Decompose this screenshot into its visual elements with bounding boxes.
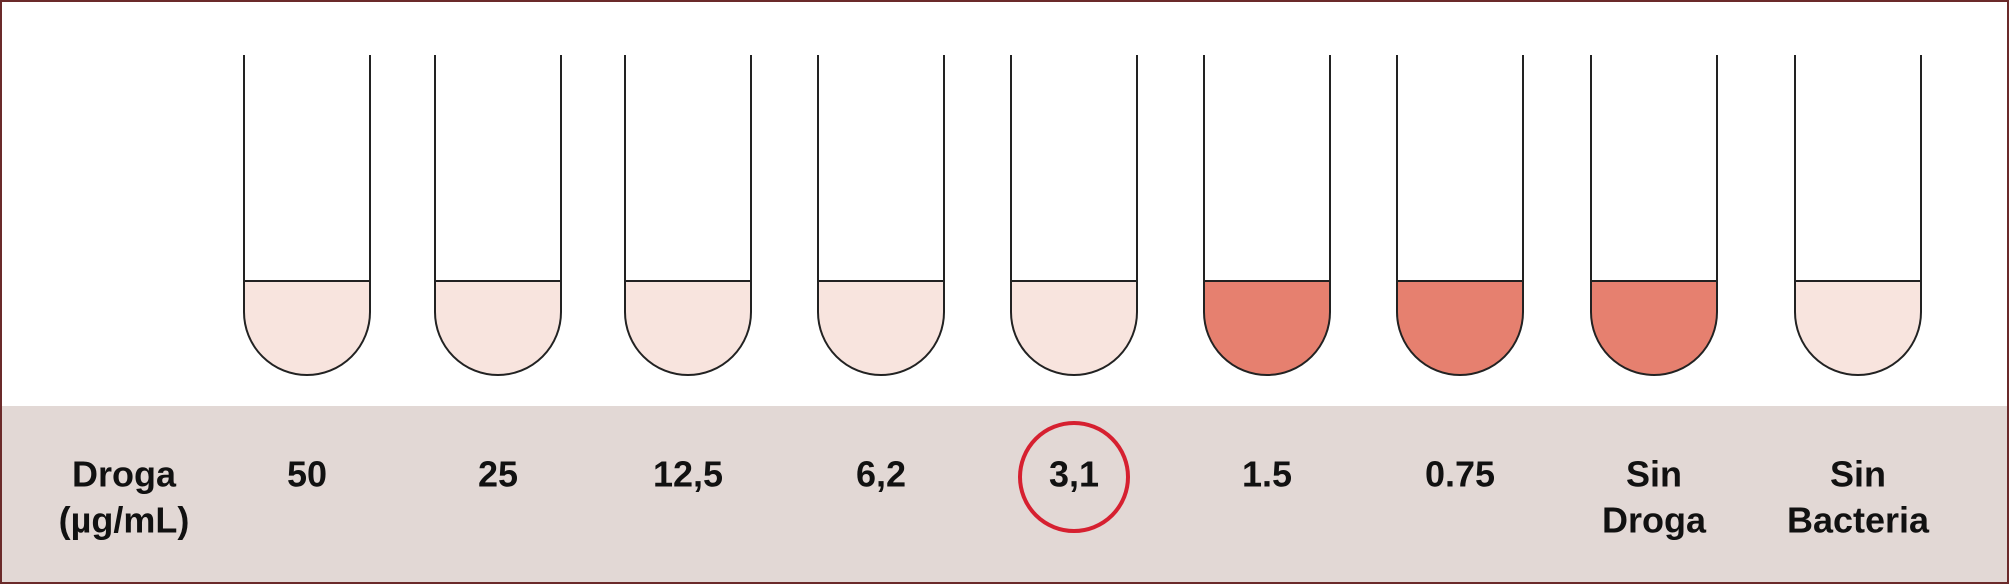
tube-label: Sin [1626, 454, 1682, 495]
tube-label: 50 [287, 454, 327, 495]
tube-label: 0.75 [1425, 454, 1495, 495]
tube [1203, 55, 1331, 376]
tube [1794, 55, 1922, 376]
tube-liquid [435, 281, 561, 375]
tube-label: 25 [478, 454, 518, 495]
tube [817, 55, 945, 376]
tube [434, 55, 562, 376]
tube [624, 55, 752, 376]
tube [1010, 55, 1138, 376]
tube-liquid [1011, 281, 1137, 375]
row-label: Droga [72, 454, 177, 495]
tube-label: 12,5 [653, 454, 723, 495]
tube-liquid [1591, 281, 1717, 375]
tube [1590, 55, 1718, 376]
tube [1396, 55, 1524, 376]
highlight-circle [1018, 421, 1130, 533]
tube-label: Bacteria [1787, 500, 1930, 541]
tube-liquid [1795, 281, 1921, 375]
tube-label: Sin [1830, 454, 1886, 495]
row-label: (µg/mL) [59, 500, 190, 541]
tube-label: 1.5 [1242, 454, 1292, 495]
label-band [1, 406, 2008, 583]
tube-liquid [625, 281, 751, 375]
tube-liquid [818, 281, 944, 375]
tube-label: 3,1 [1049, 454, 1099, 495]
tube-liquid [1204, 281, 1330, 375]
tube [243, 55, 371, 376]
tube-label: 6,2 [856, 454, 906, 495]
tube-liquid [1397, 281, 1523, 375]
tube-liquid [244, 281, 370, 375]
tube-label: Droga [1602, 500, 1707, 541]
